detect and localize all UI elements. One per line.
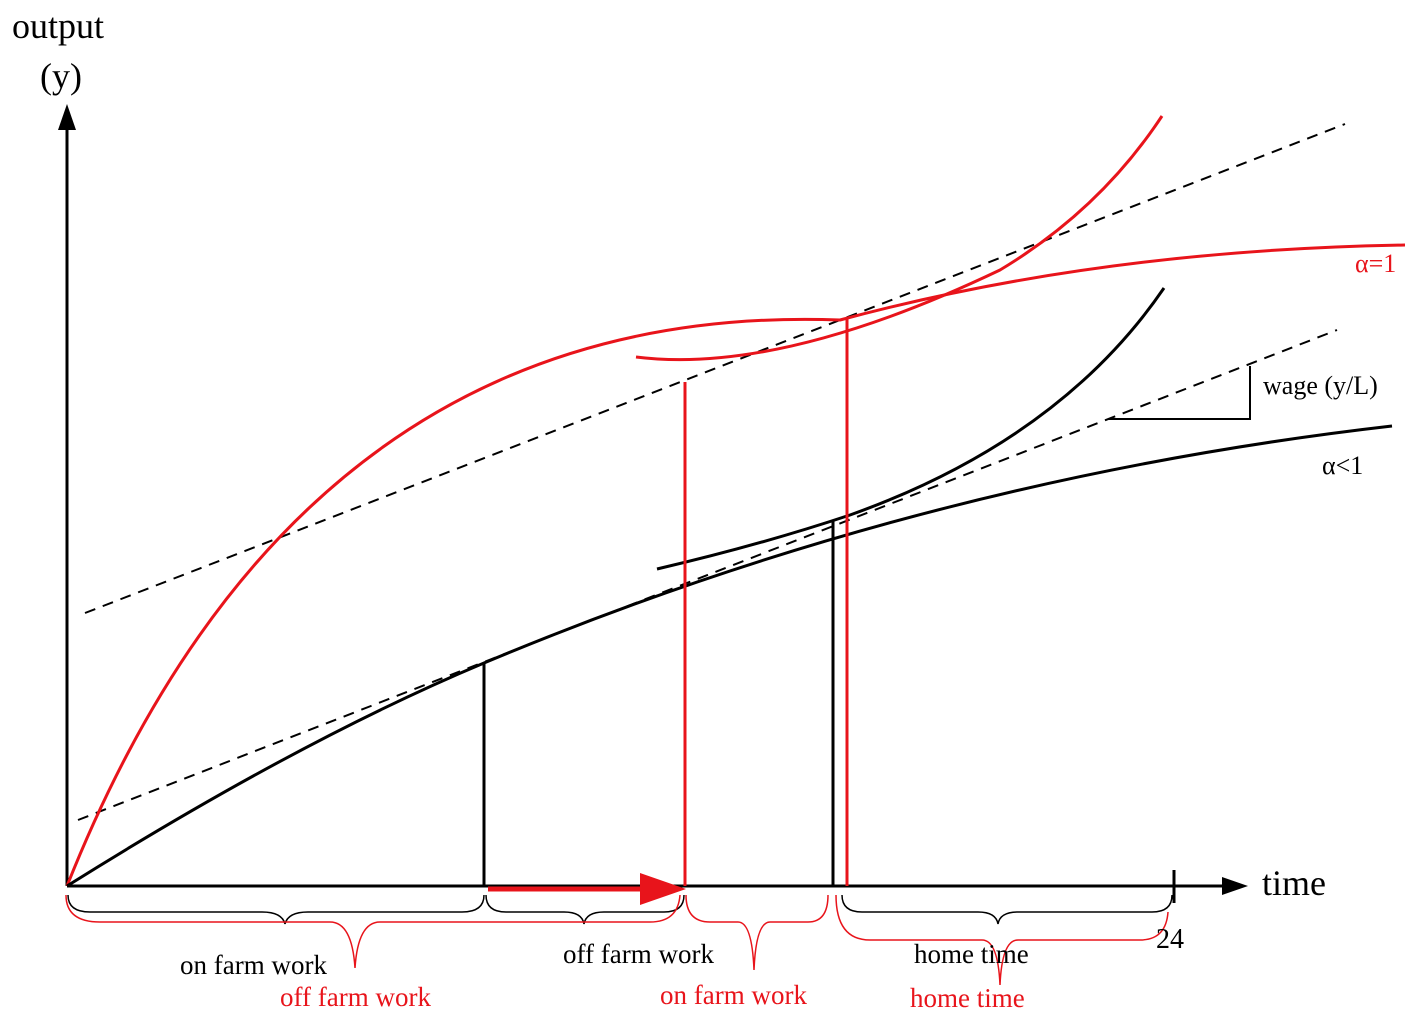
red-curve-label: α=1 — [1355, 249, 1396, 278]
black-curve-label: α<1 — [1322, 451, 1363, 480]
black-production-curve — [66, 424, 1393, 888]
red-indifference-curve — [635, 115, 1164, 362]
wage-label: wage (y/L) — [1263, 371, 1378, 400]
black-brace-on-farm — [67, 894, 485, 925]
black-label-on-farm-work: on farm work — [180, 950, 327, 980]
y-axis-arrowhead — [58, 104, 76, 130]
red-production-curve — [65, 243, 1405, 887]
black-brace-off-farm — [485, 894, 685, 925]
x-axis-end-label: 24 — [1156, 924, 1184, 955]
black-label-home-time: home time — [914, 939, 1029, 969]
black-label-off-farm-work: off farm work — [563, 939, 714, 969]
y-axis-label-symbol: (y) — [40, 56, 82, 96]
red-brace-on-farm — [685, 894, 829, 971]
red-label-home-time: home time — [910, 983, 1025, 1011]
red-label-on-farm-work: on farm work — [660, 980, 807, 1010]
black-wage-line — [77, 329, 1338, 821]
wage-slope-triangle — [1108, 366, 1251, 420]
red-brace-off-farm — [65, 894, 681, 969]
y-axis-label: output — [12, 6, 104, 46]
red-label-off-farm-work: off farm work — [280, 982, 431, 1011]
black-brace-home — [841, 894, 1173, 925]
red-wage-line — [84, 123, 1346, 614]
black-indifference-curve — [656, 287, 1166, 571]
x-axis-label: time — [1262, 863, 1326, 903]
red-brace-home — [835, 894, 1169, 986]
shift-arrow-head — [640, 873, 686, 905]
x-axis-arrowhead — [1222, 877, 1248, 895]
